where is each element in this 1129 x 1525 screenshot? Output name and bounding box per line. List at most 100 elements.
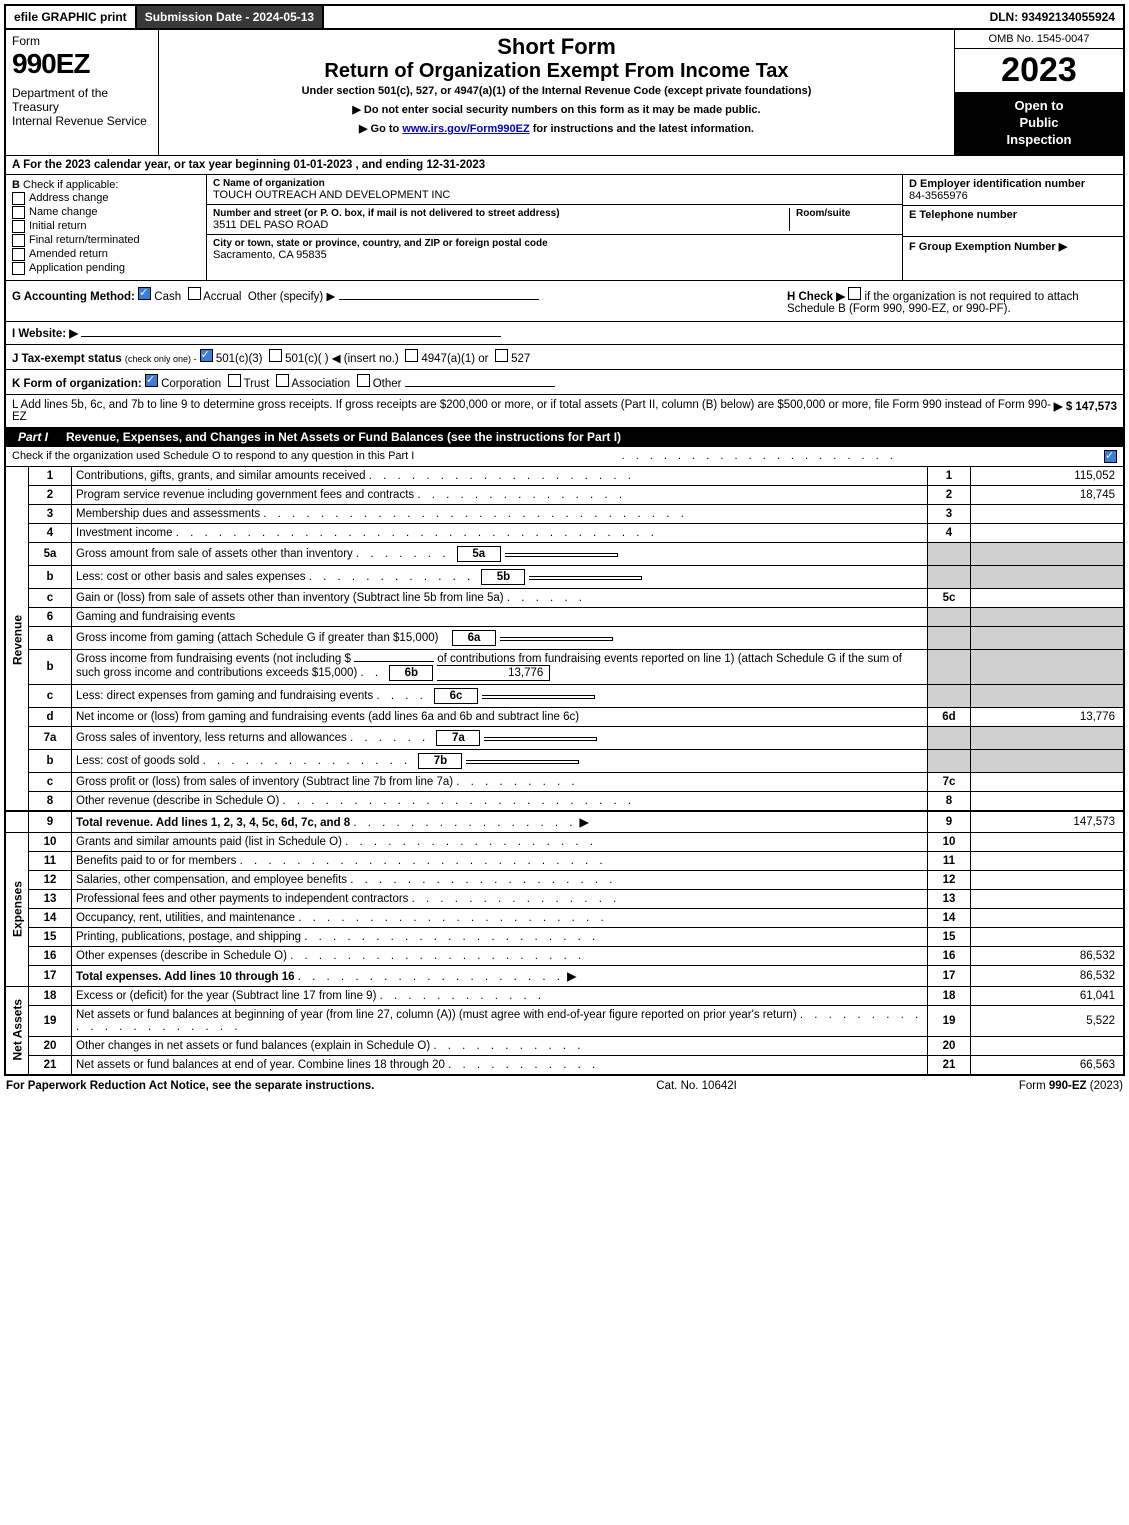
initial-return-label: Initial return [29,220,86,232]
ln8-num: 8 [29,791,72,811]
ln7a-subval[interactable] [484,737,597,741]
group-exemption-label: F Group Exemption Number ▶ [909,240,1117,253]
ln6c-subval[interactable] [482,695,595,699]
checkbox-application-pending[interactable] [12,262,25,275]
ln17-num: 17 [29,965,72,986]
top-bar: efile GRAPHIC print Submission Date - 20… [4,4,1125,30]
checkbox-name-change[interactable] [12,206,25,219]
ln16-box: 16 [928,946,971,965]
ln1-desc: Contributions, gifts, grants, and simila… [72,467,928,486]
footer-mid: Cat. No. 10642I [656,1080,737,1092]
open-line1: Open to [959,98,1119,115]
checkbox-association[interactable] [276,374,289,387]
footer-left: For Paperwork Reduction Act Notice, see … [6,1080,374,1092]
checkbox-527[interactable] [495,349,508,362]
501c-label: 501(c)( ) ◀ (insert no.) [285,353,399,365]
irs-link[interactable]: www.irs.gov/Form990EZ [402,123,529,135]
ln5a-subval[interactable] [505,553,618,557]
col-b: B Check if applicable: Address change Na… [6,175,207,280]
ln7b-subval[interactable] [466,760,579,764]
other-specify-input[interactable] [339,299,539,300]
website-input[interactable] [81,336,501,337]
ln7b-subbox: 7b [418,753,462,769]
checkbox-501c[interactable] [269,349,282,362]
ln6a-subval[interactable] [500,637,613,641]
checkbox-cash[interactable] [138,287,151,300]
527-label: 527 [511,353,530,365]
h-label: H Check ▶ [787,291,845,303]
other-org-input[interactable] [405,386,555,387]
ln6a-subbox: 6a [452,630,496,646]
arrow-icon: ▶ [580,817,589,829]
ln15-box: 15 [928,927,971,946]
row-k: K Form of organization: Corporation Trus… [6,369,1123,394]
ln7b-amt [971,749,1124,772]
part1-label: Part I [12,430,54,444]
checkbox-schedule-o-used[interactable] [1104,450,1117,463]
ln6b-amt [971,649,1124,684]
checkbox-address-change[interactable] [12,192,25,205]
ln12-amt [971,870,1124,889]
ln7c-desc: Gross profit or (loss) from sales of inv… [72,772,928,791]
part1-sub: Check if the organization used Schedule … [6,447,1123,467]
top-bar-left: efile GRAPHIC print Submission Date - 20… [6,6,324,28]
checkbox-amended-return[interactable] [12,248,25,261]
checkbox-corporation[interactable] [145,374,158,387]
ln7a-desc: Gross sales of inventory, less returns a… [72,726,928,749]
header-right: OMB No. 1545-0047 2023 Open to Public In… [955,30,1123,155]
checkbox-501c3[interactable] [200,349,213,362]
header-mid: Short Form Return of Organization Exempt… [159,30,955,155]
header-left: Form 990EZ Department of the Treasury In… [6,30,159,155]
checkbox-initial-return[interactable] [12,220,25,233]
ln6c-desc: Less: direct expenses from gaming and fu… [72,684,928,707]
row-g: G Accounting Method: Cash Accrual Other … [12,287,787,315]
ln3-box: 3 [928,504,971,523]
ln5c-num: c [29,588,72,607]
form-header: Form 990EZ Department of the Treasury In… [6,30,1123,155]
ln6b-contrib-input[interactable] [354,661,434,662]
ln5c-amt [971,588,1124,607]
checkbox-4947a1[interactable] [405,349,418,362]
checkbox-trust[interactable] [228,374,241,387]
ln2-amt: 18,745 [971,485,1124,504]
ln5a-amt [971,542,1124,565]
i-label: I Website: ▶ [12,328,78,340]
lines-table: Revenue 1 Contributions, gifts, grants, … [6,467,1123,1074]
ln5b-amt [971,565,1124,588]
ln2-num: 2 [29,485,72,504]
checkbox-schedule-b-not-required[interactable] [848,287,861,300]
ln12-num: 12 [29,870,72,889]
ln2-desc: Program service revenue including govern… [72,485,928,504]
ln7c-num: c [29,772,72,791]
g-label: G Accounting Method: [12,291,135,303]
addr-change-label: Address change [29,192,109,204]
ln15-num: 15 [29,927,72,946]
ln6-box [928,607,971,626]
ln14-amt [971,908,1124,927]
arrow-icon: ▶ [567,971,576,983]
ln4-num: 4 [29,523,72,542]
efile-print-button[interactable]: efile GRAPHIC print [6,6,137,28]
ln7a-num: 7a [29,726,72,749]
checkbox-accrual[interactable] [188,287,201,300]
ln5b-subval[interactable] [529,576,642,580]
ln8-amt [971,791,1124,811]
ln6-num: 6 [29,607,72,626]
form-container: Form 990EZ Department of the Treasury In… [4,30,1125,1076]
ln10-amt [971,832,1124,851]
checkbox-other-org[interactable] [357,374,370,387]
ln7a-subbox: 7a [436,730,480,746]
footer-right: Form 990-EZ (2023) [1019,1080,1123,1092]
j-label: J Tax-exempt status [12,353,122,365]
ln20-desc: Other changes in net assets or fund bala… [72,1036,928,1055]
ln6c-num: c [29,684,72,707]
checkbox-final-return[interactable] [12,234,25,247]
form-number: 990EZ [12,48,152,80]
ln21-box: 21 [928,1055,971,1074]
accrual-label: Accrual [203,291,241,303]
ln16-num: 16 [29,946,72,965]
ln6d-num: d [29,707,72,726]
open-line2: Public [959,115,1119,132]
col-def: D Employer identification number 84-3565… [903,175,1123,280]
ln13-desc: Professional fees and other payments to … [72,889,928,908]
